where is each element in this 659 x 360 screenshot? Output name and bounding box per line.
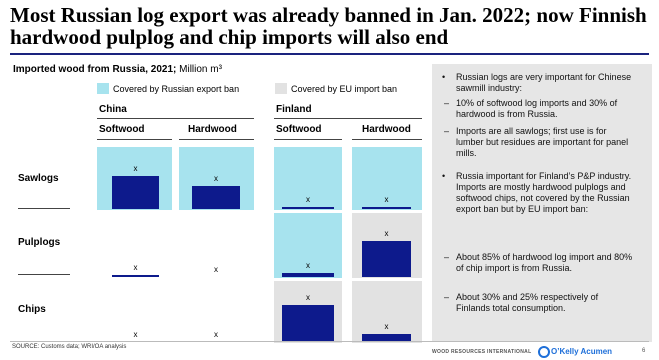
bar-finland-softwood-chips — [282, 305, 334, 342]
okelly-logo: O’Kelly Acumen — [538, 346, 612, 358]
row-label-chips: Chips — [18, 304, 46, 315]
group-rule-china — [97, 118, 254, 119]
bar-finland-hardwood-chips — [362, 334, 411, 342]
bar-finland-softwood-pulplogs — [282, 273, 334, 277]
logo-ring-icon — [538, 346, 550, 358]
subtitle-unit: Million m³ — [179, 64, 222, 75]
value-mark-finland-hardwood-sawlogs: x — [384, 195, 389, 204]
group-label-finland: Finland — [276, 104, 312, 115]
legend-swatch-eu — [275, 83, 287, 94]
bar-china-hardwood-sawlogs — [192, 186, 240, 209]
source-note: SOURCE: Customs data; WRI/OA analysis — [12, 344, 127, 350]
slide-title: Most Russian log export was already bann… — [10, 3, 647, 49]
value-mark-china-softwood-pulplogs: x — [133, 263, 138, 272]
row-label-sawlogs: Sawlogs — [18, 173, 59, 184]
bar-finland-softwood-sawlogs — [282, 207, 334, 209]
value-mark-china-softwood-sawlogs: x — [133, 164, 138, 173]
ban-cell-finland-hardwood-sawlogs — [352, 147, 422, 210]
page-number: 6 — [642, 348, 646, 354]
title-rule — [10, 53, 649, 55]
bar-china-softwood-sawlogs — [112, 176, 159, 209]
group-label-china: China — [99, 104, 127, 115]
bar-finland-hardwood-pulplogs — [362, 241, 411, 277]
column-china-softwood: Softwood — [99, 124, 145, 135]
value-mark-finland-hardwood-pulplogs: x — [384, 229, 389, 238]
column-rule-china-softwood — [97, 139, 172, 140]
legend-label-eu: Covered by EU import ban — [291, 83, 398, 94]
column-rule-china-hardwood — [179, 139, 254, 140]
row-label-pulplogs: Pulplogs — [18, 237, 61, 248]
chart-subtitle: Imported wood from Russia, 2021; Million… — [13, 64, 222, 75]
value-mark-china-hardwood-sawlogs: x — [214, 174, 218, 183]
row-rule-sawlogs — [18, 208, 70, 209]
okelly-logo-text: O’Kelly Acumen — [551, 347, 613, 357]
value-mark-finland-softwood-pulplogs: x — [306, 261, 310, 270]
column-rule-finland-softwood — [274, 139, 342, 140]
ban-cell-finland-hardwood-chips — [352, 281, 422, 343]
note-sub-text: Imports are all sawlogs; first use is fo… — [456, 126, 629, 158]
column-finland-hardwood: Hardwood — [362, 124, 411, 135]
value-mark-finland-softwood-sawlogs: x — [306, 195, 310, 204]
ban-cell-finland-softwood-sawlogs — [274, 147, 342, 210]
column-rule-finland-hardwood — [352, 139, 422, 140]
wri-logo: WOOD RESOURCES INTERNATIONAL — [432, 349, 532, 355]
column-china-hardwood: Hardwood — [188, 124, 237, 135]
legend-russian-ban: Covered by Russian export ban — [97, 82, 239, 95]
column-finland-softwood: Softwood — [276, 124, 322, 135]
row-rule-pulplogs — [18, 274, 70, 275]
legend-label-russian: Covered by Russian export ban — [113, 83, 240, 94]
bar-china-softwood-pulplogs — [112, 275, 159, 277]
ban-cell-finland-softwood-pulplogs — [274, 213, 342, 278]
bar-finland-hardwood-sawlogs — [362, 207, 411, 209]
notes-panel: • Russian logs are very important for Ch… — [432, 64, 652, 342]
note-sub-text: About 85% of hardwood log import and 80%… — [456, 252, 633, 273]
note-sub-text: About 30% and 25% respectively of Finlan… — [456, 292, 599, 313]
note-sub-text: 10% of softwood log imports and 30% of h… — [456, 98, 618, 119]
group-rule-finland — [274, 118, 422, 119]
subtitle-main: Imported wood from Russia, 2021; — [13, 64, 177, 75]
value-mark-china-hardwood-pulplogs: x — [214, 265, 218, 274]
footer-rule — [10, 341, 649, 342]
legend-eu-ban: Covered by EU import ban — [275, 82, 397, 95]
value-mark-finland-hardwood-chips: x — [384, 322, 389, 331]
value-mark-finland-softwood-chips: x — [306, 293, 310, 302]
note-text: Russian logs are very important for Chin… — [456, 72, 632, 93]
value-mark-china-hardwood-chips: x — [214, 330, 218, 339]
value-mark-china-softwood-chips: x — [133, 330, 138, 339]
note-text: Russia important for Finland’s P&P indus… — [456, 171, 632, 214]
legend-swatch-russian — [97, 83, 109, 94]
